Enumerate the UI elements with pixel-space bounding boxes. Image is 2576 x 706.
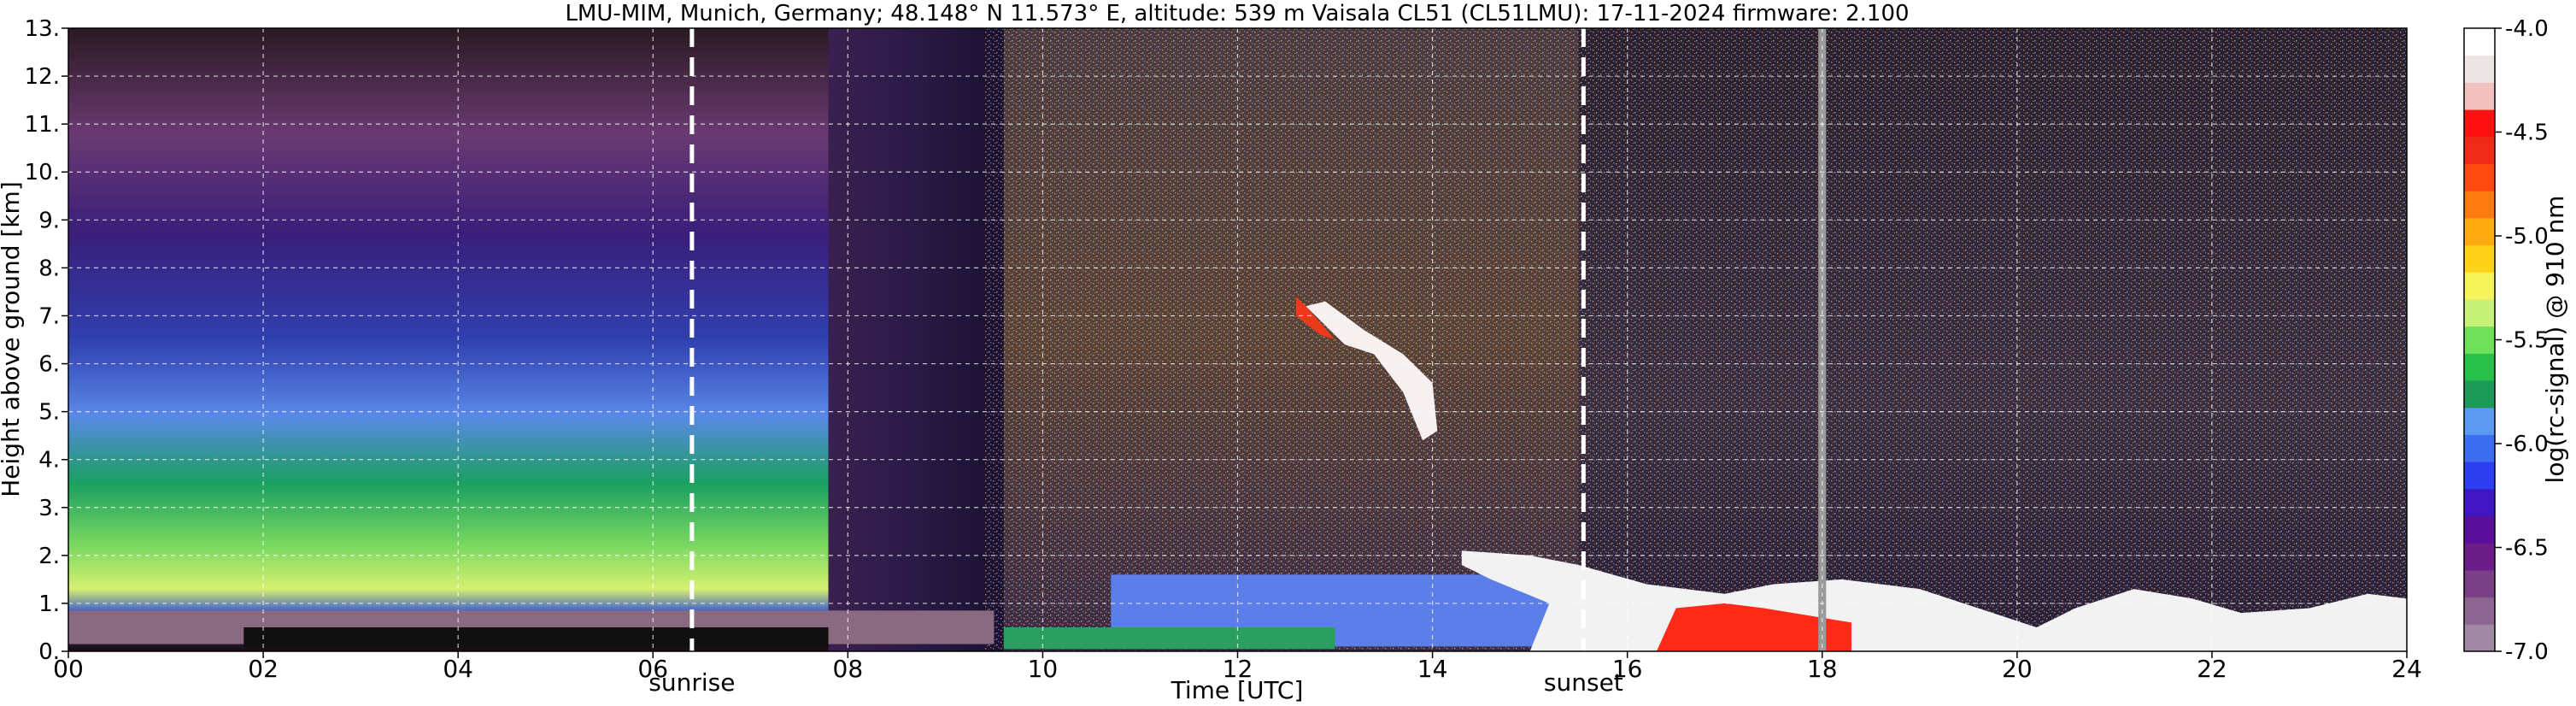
colorbar-segment <box>2464 543 2495 571</box>
y-tick-label: 0. <box>38 639 60 665</box>
y-tick-label: 10. <box>25 160 60 185</box>
colorbar-segment <box>2464 488 2495 517</box>
colorbar-segment <box>2464 407 2495 435</box>
colorbar-segment <box>2464 109 2495 138</box>
chart-title: LMU-MIM, Munich, Germany; 48.148° N 11.5… <box>565 1 1909 26</box>
night-aerosol-region <box>68 28 829 651</box>
colorbar-segment <box>2464 28 2495 56</box>
colorbar-label: log(rc-signal) @ 910 nm <box>2541 196 2569 484</box>
y-tick-label: 12. <box>25 64 60 90</box>
noise-speckle <box>983 28 2407 651</box>
colorbar-segment <box>2464 217 2495 246</box>
y-tick-label: 7. <box>38 303 60 329</box>
colorbar-segment <box>2464 597 2495 625</box>
y-tick-label: 6. <box>38 352 60 378</box>
colorbar-segment <box>2464 380 2495 409</box>
y-tick-label: 8. <box>38 256 60 281</box>
x-tick-label: 24 <box>2391 655 2422 683</box>
fog-deck-red-core <box>1656 603 1851 651</box>
colorbar-tick-label: -4.0 <box>2505 16 2549 42</box>
x-tick-label: 10 <box>1028 655 1059 683</box>
colorbar-segment <box>2464 272 2495 300</box>
colorbar-tick-label: -6.0 <box>2505 432 2549 457</box>
colorbar-tick-label: -6.5 <box>2505 536 2549 562</box>
stratus-cloud-base <box>1003 627 1335 650</box>
colorbar-tick-label: -5.0 <box>2505 224 2549 250</box>
x-tick-label: 22 <box>2197 655 2227 683</box>
colorbar-segment <box>2464 298 2495 327</box>
colorbar-segment <box>2464 353 2495 381</box>
y-tick-label: 4. <box>38 448 60 474</box>
x-tick-label: 08 <box>833 655 864 683</box>
colorbar-segment <box>2464 434 2495 462</box>
event-markers: sunrise sunset <box>648 28 1623 697</box>
colorbar-segment <box>2464 569 2495 598</box>
x-tick-label: 02 <box>248 655 279 683</box>
y-tick-label: 13. <box>25 16 60 42</box>
y-axis-label: Height above ground [km] <box>0 181 25 497</box>
y-tick-label: 11. <box>25 112 60 138</box>
x-tick-label: 04 <box>443 655 473 683</box>
colorbar-segment <box>2464 515 2495 544</box>
y-tick-label: 3. <box>38 496 60 521</box>
y-axis: 0. 1. 2. 3. 4. 5. 6. 7. 8. 9. 10. 11. 12. 13. <box>25 16 68 665</box>
x-tick-label: 12 <box>1223 655 1253 683</box>
x-tick-label: 18 <box>1807 655 1838 683</box>
y-tick-label: 5. <box>38 400 60 426</box>
x-tick-label: 00 <box>53 655 84 683</box>
colorbar-tick-label: -4.5 <box>2505 121 2549 146</box>
x-tick-label: 20 <box>2002 655 2033 683</box>
x-tick-label: 14 <box>1417 655 1448 683</box>
colorbar-segment <box>2464 163 2495 191</box>
colorbar-segment <box>2464 55 2495 83</box>
x-tick-label: 06 <box>637 655 668 683</box>
colorbar-segment <box>2464 191 2495 219</box>
colorbar-segment <box>2464 326 2495 354</box>
event-label-sunset: sunset <box>1544 668 1623 697</box>
elevated-cloud-edge <box>1295 297 1335 340</box>
y-tick-label: 2. <box>38 544 60 569</box>
colorbar: -4.0 -4.5 -5.0 -5.5 -6.0 -6.5 -7.0 <box>2463 16 2549 665</box>
colorbar-segment <box>2464 244 2495 273</box>
x-axis-label: Time [UTC] <box>1171 676 1304 704</box>
colorbar-tick-label: -7.0 <box>2505 639 2549 665</box>
y-tick-label: 1. <box>38 591 60 617</box>
colorbar-segment <box>2464 82 2495 110</box>
elevated-cloud <box>1306 301 1438 441</box>
ground-dark-layer <box>244 627 829 648</box>
colorbar-segment <box>2464 624 2495 652</box>
colorbar-tick-label: -5.5 <box>2505 328 2549 354</box>
grid <box>68 28 2407 651</box>
event-label-sunrise: sunrise <box>648 668 735 697</box>
transition-region <box>828 28 1004 651</box>
x-axis: 00 02 04 06 08 10 12 14 16 18 20 22 24 <box>53 651 2422 683</box>
x-tick-label: 16 <box>1612 655 1643 683</box>
colorbar-segment <box>2464 136 2495 164</box>
colorbar-segment <box>2464 462 2495 490</box>
y-tick-label: 9. <box>38 208 60 233</box>
